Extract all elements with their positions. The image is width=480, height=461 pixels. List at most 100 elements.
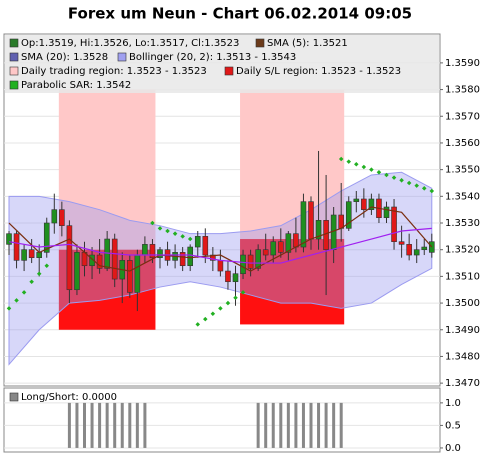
candle-body (157, 249, 163, 259)
y-tick-label: 1.3480 (445, 351, 480, 362)
candle-body (51, 209, 58, 224)
bar (279, 402, 283, 448)
sar-dot (414, 183, 419, 188)
candle-body (66, 225, 73, 291)
candle-body (247, 254, 254, 269)
y-tick-label: 1.3490 (445, 325, 480, 336)
bar (271, 402, 275, 448)
candle-body (232, 273, 239, 283)
bar (143, 402, 147, 448)
candle-body (345, 201, 352, 229)
candle-body (353, 198, 360, 202)
candle-body (74, 252, 80, 291)
trading-region (58, 89, 156, 250)
bar (264, 402, 268, 448)
candle-body (127, 260, 133, 293)
bar (256, 402, 260, 448)
sar-dot (421, 186, 427, 191)
candle-body (255, 249, 261, 269)
candle-body (179, 252, 186, 267)
candle-body (368, 198, 375, 210)
legend-swatch (9, 80, 19, 90)
y-tick-label: 1.3590 (445, 58, 480, 69)
candle-body (383, 206, 390, 218)
legend-label: Daily S/L region: 1.3523 - 1.3523 (236, 66, 401, 77)
candle-body (43, 222, 50, 253)
candle-body (262, 249, 269, 256)
indicator-panel: 0.0 0.5 1.0 Long/Short: 0.0000 (3, 387, 461, 454)
candle-body (338, 214, 345, 229)
bar (90, 402, 94, 448)
sar-dot (240, 290, 246, 295)
bar (294, 402, 298, 448)
bar (67, 402, 71, 448)
sar-dot (346, 159, 352, 164)
y-tick-label: 0.5 (445, 420, 461, 431)
y-tick-label: 1.3470 (445, 378, 480, 389)
candle-body (6, 233, 12, 245)
candle-body (300, 201, 307, 248)
chart-title: Forex um Neun - Chart 06.02.2014 09:05 (68, 5, 412, 23)
y-tick-label: 1.3580 (445, 85, 480, 96)
sar-dot (21, 290, 27, 295)
legend-label: Bollinger (20, 2): 1.3513 - 1.3543 (129, 52, 296, 63)
y-tick-label: 1.3540 (445, 191, 480, 202)
sar-dot (429, 188, 435, 194)
candle-body (28, 249, 35, 259)
candle-body (202, 236, 209, 256)
trading-region (240, 89, 345, 240)
candle-body (134, 254, 141, 293)
legend-label: SMA (20): 1.3528 (21, 52, 108, 63)
legend-swatch (224, 66, 234, 76)
candle-body (217, 260, 224, 272)
candle-body (361, 198, 367, 210)
candle-body (142, 244, 148, 256)
bar (332, 402, 336, 448)
candle-body (13, 233, 20, 261)
bar (83, 402, 86, 448)
candle-body (330, 214, 337, 250)
legend-swatch (117, 52, 127, 62)
indicator-line (8, 227, 432, 264)
candle-body (308, 201, 314, 240)
y-tick-label: 1.3510 (445, 271, 480, 282)
sar-dot (233, 295, 238, 300)
candle-body (270, 241, 277, 256)
sar-dot (391, 175, 397, 180)
candle-body (149, 244, 156, 259)
candle-body (210, 254, 216, 261)
y-tick-label: 0.0 (445, 443, 461, 454)
y-tick-label: 1.3570 (445, 111, 480, 122)
y-tick-label: 1.3550 (445, 165, 480, 176)
candle-body (315, 220, 322, 240)
y-tick-label: 1.3530 (445, 218, 480, 229)
bar (105, 402, 109, 448)
legend-swatch (9, 38, 19, 48)
legend-label: Op:1.3519, Hi:1.3526, Lo:1.3517, Cl:1.35… (21, 38, 239, 49)
candle-body (187, 246, 193, 267)
bar (301, 402, 305, 448)
candle-body (96, 254, 103, 269)
legend-swatch (9, 52, 19, 62)
bar (75, 402, 79, 448)
candle-body (413, 249, 420, 256)
price-panel: 1.3470 1.3480 1.3490 1.3500 1.3510 1.3520 1.35… (3, 33, 480, 389)
bar (324, 402, 328, 448)
legend-label: Long/Short: 0.0000 (21, 392, 117, 403)
y-tick-label: 1.0 (445, 398, 461, 409)
candle-body (36, 252, 43, 259)
legend-swatch (9, 392, 19, 402)
candle-body (391, 206, 397, 242)
candle-body (323, 220, 329, 250)
candle-body (428, 241, 435, 253)
candle-body (59, 209, 65, 226)
sar-dot (195, 322, 201, 327)
bar (309, 402, 313, 448)
bar (98, 402, 102, 448)
legend-label: Parabolic SAR: 1.3542 (21, 80, 131, 91)
bar (317, 402, 321, 448)
y-tick-label: 1.3560 (445, 138, 480, 149)
legend-label: Daily trading region: 1.3523 - 1.3523 (21, 66, 207, 77)
bar (135, 402, 139, 448)
